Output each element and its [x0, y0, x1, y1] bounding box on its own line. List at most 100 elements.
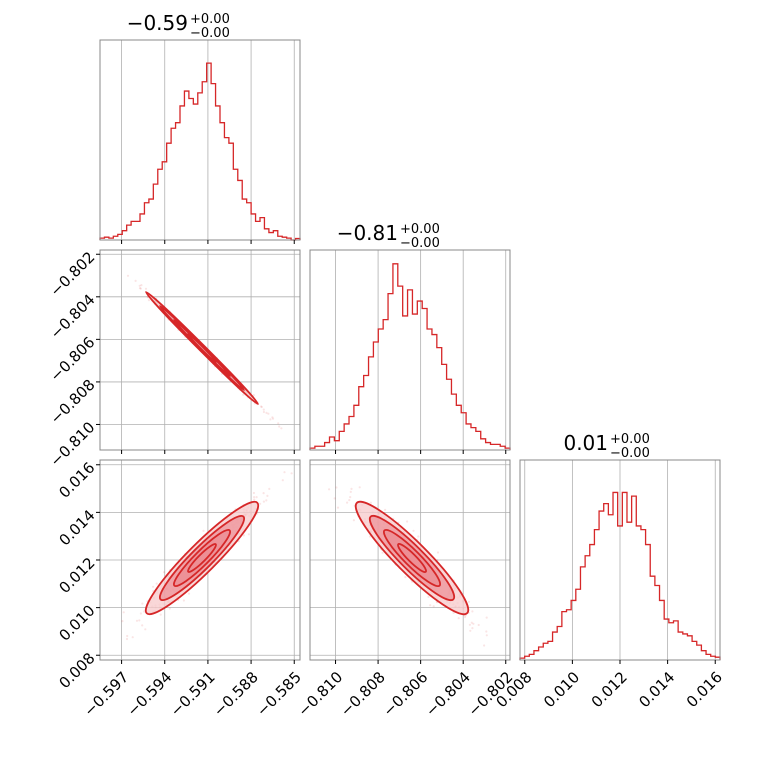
scatter-panel-0-2-point — [262, 500, 265, 503]
x-tick-label-p2-4: 0.016 — [683, 668, 726, 711]
y-tick-label-p2-0: 0.008 — [55, 649, 98, 692]
scatter-panel-0-1-point — [138, 284, 141, 287]
scatter-panel-0-2-point — [266, 494, 269, 497]
hist-panel-0: −0.59 +0.00−0.00 — [99, 11, 301, 244]
scatter-panel-0-2-point — [202, 529, 205, 533]
scatter-panel-0-1-point — [126, 274, 130, 277]
y-tick-label-p1-1: −0.808 — [47, 376, 99, 428]
scatter-panel-1-2-point — [429, 604, 432, 607]
x-tick-label-p0-0: −0.597 — [80, 668, 132, 720]
scatter-panel-0-2-point — [138, 619, 141, 622]
scatter-panel-0-1-point — [269, 418, 272, 421]
scatter-panel-0-1 — [96, 249, 301, 454]
scatter-panel-0-2-point — [255, 496, 258, 499]
scatter-panel-0-2-point — [126, 634, 129, 638]
scatter-panel-1-2-point — [333, 497, 336, 500]
scatter-panel-1-2-point — [381, 551, 384, 554]
scatter-panel-1-2-point — [470, 621, 473, 624]
scatter-panel-1-2-point — [483, 644, 486, 647]
scatter-panel-0-2-point — [290, 472, 293, 475]
hist-panel-1-title-upper: +0.00 — [400, 222, 440, 237]
scatter-panel-1-2-point — [406, 520, 409, 523]
scatter-panel-0-2 — [96, 459, 301, 664]
hist-panel-2-title-lower: −0.00 — [610, 446, 650, 461]
scatter-panel-1-2-point — [485, 630, 488, 633]
hist-panel-2-histogram-line — [519, 491, 721, 660]
scatter-panel-0-2-point — [187, 592, 191, 595]
scatter-panel-0-2-point — [268, 487, 271, 490]
x-tick-label-p1-1: −0.808 — [337, 668, 389, 720]
x-tick-label-p2-1: 0.010 — [540, 668, 583, 711]
scatter-panel-0-2-point — [144, 628, 147, 631]
scatter-panel-1-2-point — [336, 506, 340, 509]
scatter-panel-0-1-point — [252, 394, 255, 397]
scatter-panel-0-2-point — [253, 496, 256, 499]
scatter-panel-1-2-point — [368, 535, 372, 538]
y-tick-label-p1-3: −0.804 — [47, 291, 99, 343]
scatter-panel-1-2-point — [349, 490, 352, 493]
scatter-panel-0-2-point — [283, 471, 286, 474]
scatter-panel-0-2-point — [281, 479, 284, 482]
scatter-panel-0-2-point — [141, 624, 144, 627]
scatter-panel-1-2-point — [432, 605, 435, 608]
scatter-panel-1-2-point — [417, 535, 420, 538]
x-tick-label-p2-2: 0.012 — [588, 668, 631, 711]
scatter-panel-0-1-point — [271, 416, 274, 419]
x-tick-label-p1-2: −0.806 — [379, 668, 431, 720]
y-tick-label-p1-4: −0.802 — [47, 248, 99, 300]
scatter-panel-0-1-point — [271, 417, 275, 420]
scatter-panel-0-1-point — [278, 425, 281, 428]
hist-panel-0-title-lower: −0.00 — [190, 26, 230, 41]
scatter-panel-1-2-point — [412, 529, 415, 532]
hist-panel-2: 0.01 +0.00−0.00 — [519, 431, 721, 664]
scatter-panel-1-2-point — [471, 610, 474, 613]
scatter-panel-0-1-point — [147, 299, 151, 302]
y-tick-label-p1-2: −0.806 — [47, 333, 99, 385]
scatter-panel-0-2-point — [135, 619, 139, 622]
scatter-panel-1-2-point — [358, 486, 361, 489]
hist-panel-2-title-upper: +0.00 — [610, 432, 650, 447]
scatter-panel-1-2-point — [384, 508, 387, 511]
scatter-panel-0-2-point — [168, 607, 171, 610]
scatter-panel-0-1-point — [140, 284, 143, 287]
hist-panel-0-title-upper: +0.00 — [190, 12, 230, 27]
scatter-panel-1-2-point — [427, 595, 430, 599]
scatter-panel-0-1-point — [277, 422, 280, 425]
x-tick-label-p0-1: −0.594 — [124, 668, 176, 720]
hist-panel-1: −0.81 +0.00−0.00 — [309, 221, 511, 454]
scatter-panel-1-2-point — [349, 496, 352, 499]
scatter-panel-1-2-point — [452, 611, 455, 615]
scatter-panel-1-2-point — [469, 629, 472, 632]
scatter-panel-1-2-point — [404, 576, 407, 579]
scatter-panel-1-2 — [309, 459, 511, 664]
scatter-panel-0-2-point — [141, 602, 144, 605]
scatter-panel-0-1-contour-3 — [187, 333, 217, 363]
hist-panel-1-title-value: −0.81 — [337, 221, 398, 245]
scatter-panel-0-2-point — [247, 533, 250, 536]
scatter-panel-1-2-point — [485, 616, 488, 619]
scatter-panel-0-2-point — [159, 613, 162, 616]
x-tick-label-p2-3: 0.014 — [635, 668, 678, 711]
scatter-panel-1-2-point — [468, 623, 471, 626]
scatter-panel-1-2-point — [348, 499, 351, 502]
scatter-panel-1-2-point — [346, 501, 349, 504]
scatter-panel-0-1-point — [134, 279, 137, 282]
scatter-panel-0-1-point — [280, 427, 283, 430]
scatter-panel-0-1-point — [262, 408, 265, 411]
scatter-panel-0-1-point — [139, 287, 142, 290]
scatter-panel-1-2-frame — [309, 459, 511, 661]
scatter-panel-0-2-point — [143, 610, 146, 613]
scatter-panel-0-2-point — [122, 611, 125, 614]
scatter-panel-0-1-point — [144, 287, 148, 290]
x-tick-label-p1-3: −0.804 — [422, 668, 474, 720]
scatter-panel-0-1-point — [262, 410, 265, 414]
scatter-panel-0-1-frame — [99, 249, 301, 451]
x-tick-label-p0-4: −0.585 — [253, 668, 305, 720]
scatter-panel-1-2-point — [369, 501, 372, 504]
scatter-panel-0-1-point — [265, 411, 268, 414]
scatter-panel-0-1-point — [260, 405, 263, 408]
y-tick-label-p2-2: 0.012 — [55, 554, 98, 597]
scatter-panel-0-2-point — [121, 620, 124, 623]
hist-panel-0-frame — [99, 39, 301, 241]
